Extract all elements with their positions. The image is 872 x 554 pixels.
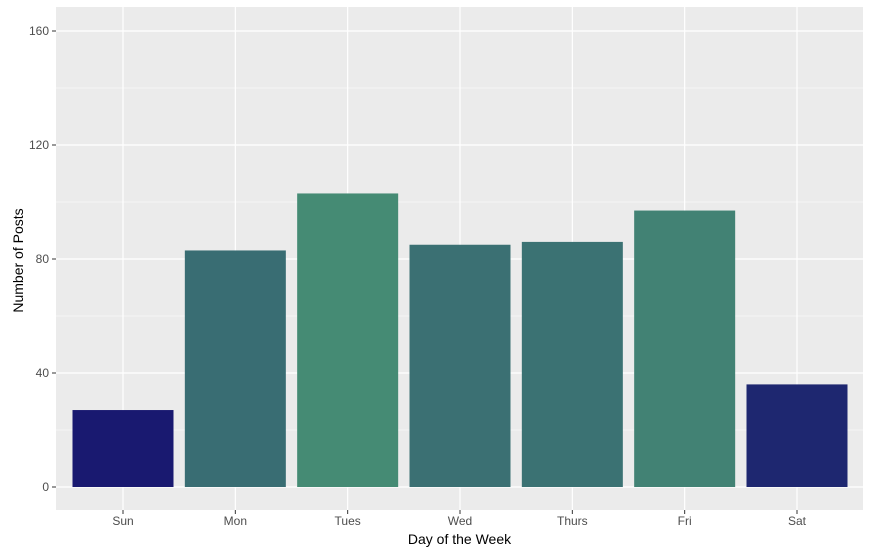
x-tick-label: Sun <box>112 514 133 528</box>
bar-tues <box>297 193 399 487</box>
y-axis-title: Number of Posts <box>10 208 26 312</box>
bars <box>72 193 848 488</box>
y-tick-label: 80 <box>36 252 50 266</box>
y-tick-label: 160 <box>29 24 49 38</box>
y-tick-label: 120 <box>29 138 49 152</box>
bar-wed <box>409 244 511 487</box>
x-tick-label: Wed <box>448 514 472 528</box>
x-tick-label: Thurs <box>557 514 588 528</box>
bar-mon <box>184 250 286 487</box>
bar-fri <box>634 210 736 488</box>
x-tick-label: Fri <box>678 514 692 528</box>
x-tick-label: Mon <box>224 514 247 528</box>
x-tick-label: Sat <box>788 514 807 528</box>
bar-sun <box>72 410 174 487</box>
x-tick-label: Tues <box>335 514 361 528</box>
x-axis-title: Day of the Week <box>408 531 512 547</box>
bar-thurs <box>521 241 623 487</box>
bar-sat <box>746 384 848 487</box>
y-axis: 0 40 80 120 160 <box>29 24 56 494</box>
x-axis: Sun Mon Tues Wed Thurs Fri Sat <box>112 510 807 528</box>
y-tick-label: 40 <box>36 366 50 380</box>
y-tick-label: 0 <box>42 480 49 494</box>
